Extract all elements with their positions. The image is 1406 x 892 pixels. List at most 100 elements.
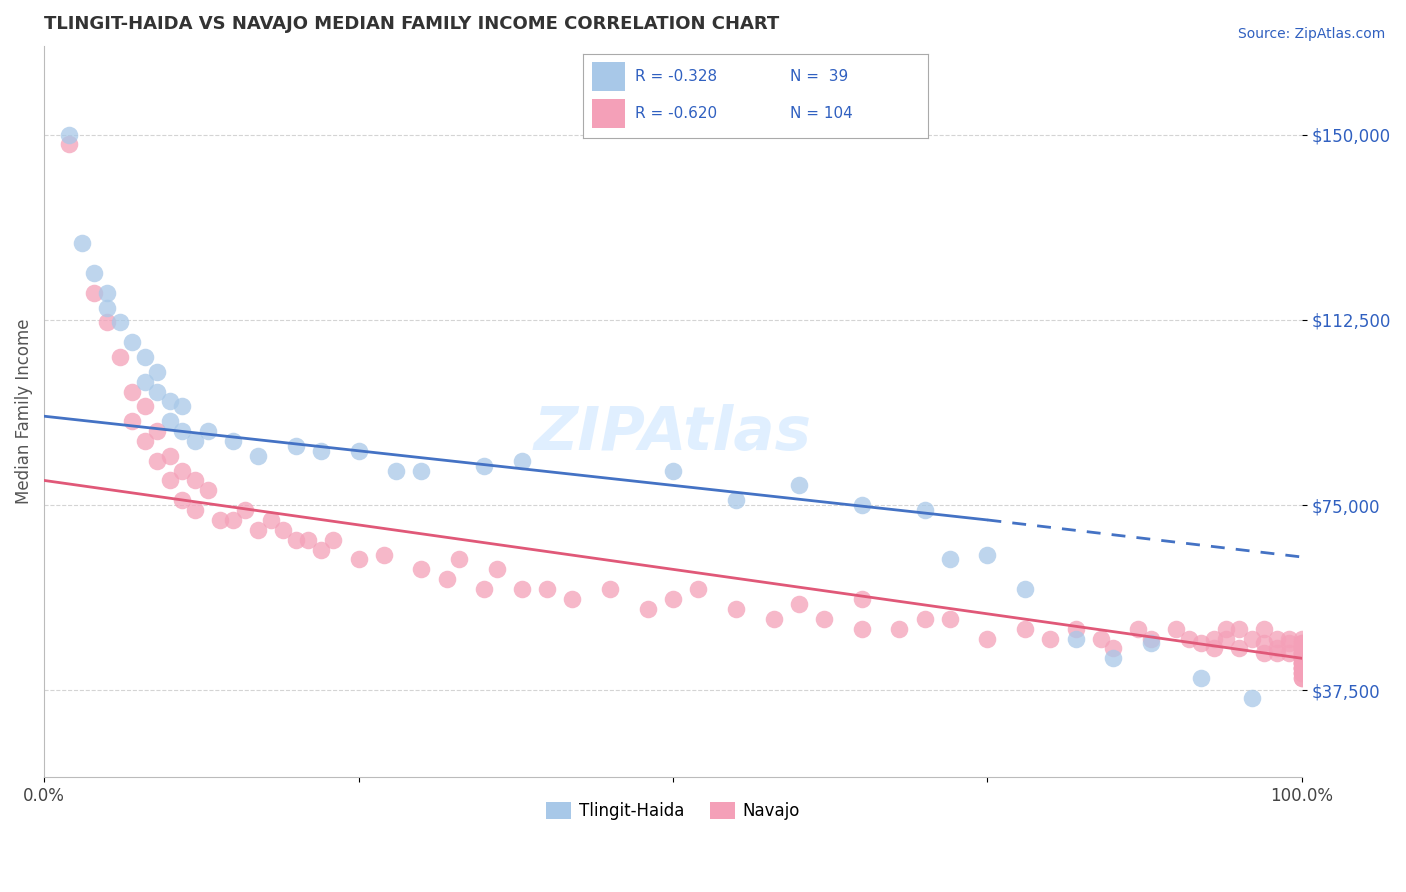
Point [347,552,370,566]
Point [146,365,169,379]
Point [1291,657,1313,671]
Text: N =  39: N = 39 [790,69,848,84]
Point [411,464,433,478]
Text: R = -0.620: R = -0.620 [636,106,717,121]
Point [172,493,194,508]
Point [536,582,558,596]
Point [1291,661,1313,675]
Point [662,464,685,478]
Point [1291,636,1313,650]
Point [235,503,257,517]
Bar [592,62,624,91]
Point [146,453,169,467]
Point [134,400,156,414]
Point [889,622,911,636]
Point [159,449,181,463]
Legend: Tlingit-Haida, Navajo: Tlingit-Haida, Navajo [538,796,807,827]
Point [96,301,118,315]
Point [1291,671,1313,685]
Point [1291,641,1313,656]
Point [787,597,810,611]
Point [284,439,307,453]
Point [662,592,685,607]
Point [246,523,269,537]
Point [914,612,936,626]
Point [1240,632,1263,646]
Point [1291,632,1313,646]
Point [1253,646,1275,660]
Point [1278,632,1301,646]
Point [222,513,245,527]
Point [1202,641,1225,656]
Point [1215,622,1237,636]
Point [938,552,960,566]
Point [1265,632,1288,646]
Point [787,478,810,492]
Bar [592,99,624,128]
Point [385,464,408,478]
Point [561,592,583,607]
Point [1128,622,1150,636]
Point [1291,661,1313,675]
Text: Source: ZipAtlas.com: Source: ZipAtlas.com [1237,27,1385,41]
Point [851,498,873,512]
Point [373,548,395,562]
Point [1291,646,1313,660]
Point [1140,632,1163,646]
Point [134,375,156,389]
Point [1291,657,1313,671]
Point [271,523,294,537]
Text: TLINGIT-HAIDA VS NAVAJO MEDIAN FAMILY INCOME CORRELATION CHART: TLINGIT-HAIDA VS NAVAJO MEDIAN FAMILY IN… [44,15,779,33]
Point [449,552,471,566]
Point [976,632,998,646]
Point [1215,632,1237,646]
Y-axis label: Median Family Income: Median Family Income [15,318,32,504]
Point [1189,671,1212,685]
Point [58,128,80,142]
Point [1064,622,1087,636]
Point [1291,646,1313,660]
Point [1291,651,1313,665]
Point [724,602,747,616]
Point [599,582,621,596]
Point [172,424,194,438]
Point [1102,641,1125,656]
Point [762,612,785,626]
Point [1064,632,1087,646]
Point [472,458,495,473]
Point [309,542,332,557]
Point [411,562,433,576]
Point [485,562,508,576]
Point [976,548,998,562]
Point [938,612,960,626]
Point [1291,666,1313,681]
Point [1039,632,1062,646]
Point [1291,636,1313,650]
Point [297,533,319,547]
Point [58,137,80,152]
Point [1227,622,1250,636]
Point [1177,632,1199,646]
Point [1291,641,1313,656]
Point [1240,690,1263,705]
Point [1291,651,1313,665]
Point [172,464,194,478]
Point [108,350,131,364]
Point [724,493,747,508]
Point [1291,657,1313,671]
Point [637,602,659,616]
Point [813,612,835,626]
Point [1278,646,1301,660]
Point [121,335,143,350]
Point [146,424,169,438]
Point [1102,651,1125,665]
Point [1140,636,1163,650]
Point [83,285,105,300]
Point [184,434,207,448]
Point [284,533,307,547]
Point [1291,641,1313,656]
Point [184,474,207,488]
Point [83,266,105,280]
Point [1291,661,1313,675]
Point [1090,632,1112,646]
